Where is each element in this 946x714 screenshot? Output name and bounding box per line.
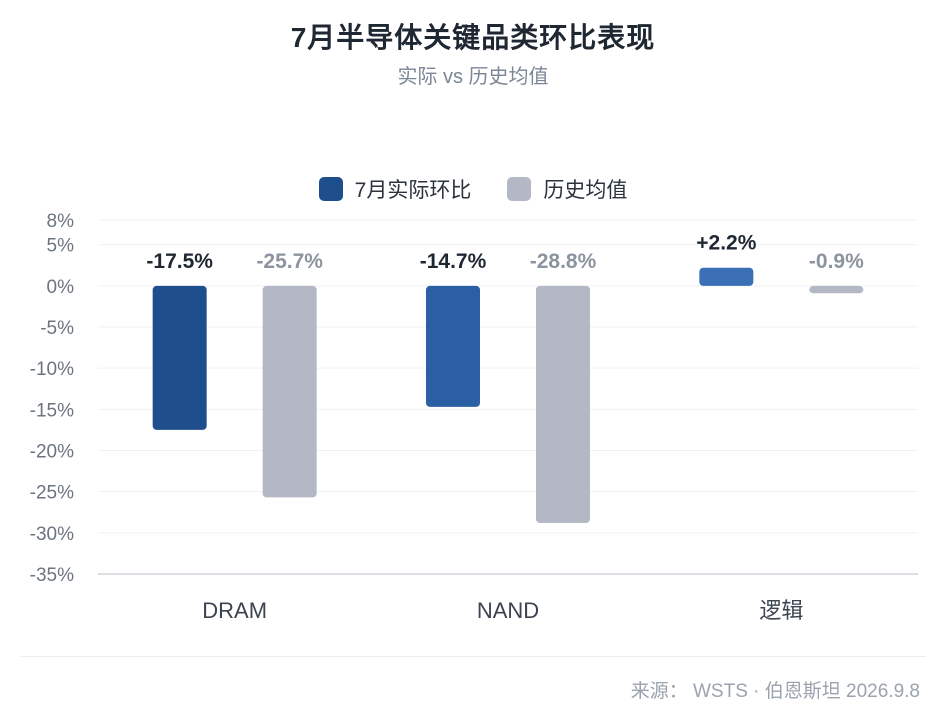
chart-title: 7月半导体关键品类环比表现 bbox=[290, 22, 656, 53]
legend-label-actual: 7月实际环比 bbox=[354, 179, 472, 202]
data-label: -14.7% bbox=[420, 250, 487, 273]
y-tick-label: -5% bbox=[40, 318, 74, 339]
x-tick-label: DRAM bbox=[202, 598, 267, 623]
bar-actual bbox=[426, 285, 480, 407]
y-tick-label: -25% bbox=[30, 483, 74, 504]
legend-swatch-historical bbox=[507, 177, 532, 201]
bar-actual bbox=[152, 285, 207, 430]
y-tick-label: 0% bbox=[47, 277, 75, 298]
x-tick-label: 逻辑 bbox=[759, 598, 803, 623]
y-tick-label: -30% bbox=[30, 524, 74, 545]
data-label: -0.9% bbox=[809, 250, 864, 273]
data-label: -28.8% bbox=[530, 250, 597, 273]
data-label: +2.2% bbox=[696, 232, 756, 255]
footer-divider bbox=[20, 656, 926, 657]
y-tick-label: -20% bbox=[30, 442, 74, 463]
y-tick-label: 8% bbox=[47, 211, 75, 232]
source-note: 来源： WSTS · 伯恩斯坦 2026.9.8 bbox=[630, 681, 920, 702]
legend-item-actual[interactable]: 7月实际环比 bbox=[318, 174, 472, 204]
bar-historical bbox=[536, 285, 590, 523]
bar-historical bbox=[809, 285, 864, 294]
y-tick-label: -15% bbox=[30, 400, 74, 421]
y-tick-label: 5% bbox=[47, 236, 75, 257]
data-label: -25.7% bbox=[256, 250, 323, 273]
data-label: -17.5% bbox=[146, 250, 213, 273]
x-tick-label: NAND bbox=[477, 598, 539, 623]
chart-legend: 7月实际环比 历史均值 bbox=[0, 174, 946, 204]
legend-label-historical: 历史均值 bbox=[543, 179, 628, 202]
bar-actual bbox=[699, 267, 754, 286]
chart-subtitle: 实际 vs 历史均值 bbox=[397, 66, 549, 88]
legend-item-historical[interactable]: 历史均值 bbox=[507, 174, 627, 204]
y-tick-label: -10% bbox=[30, 359, 74, 380]
bar-historical bbox=[262, 285, 317, 498]
y-tick-label: -35% bbox=[30, 565, 74, 586]
legend-swatch-actual bbox=[318, 177, 343, 201]
